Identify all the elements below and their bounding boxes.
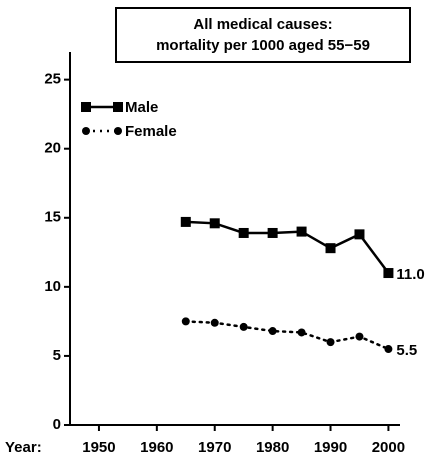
series-line — [184, 320, 390, 351]
point — [384, 345, 393, 354]
point — [238, 227, 249, 238]
point — [326, 338, 335, 347]
title-box — [115, 7, 411, 63]
legend-marker — [113, 102, 123, 112]
y-tick-label: 5 — [53, 347, 61, 364]
point — [181, 317, 190, 326]
y-tick-label: 0 — [53, 416, 61, 433]
point — [383, 268, 394, 279]
data-label: 11.0 — [396, 266, 424, 283]
legend-label: Female — [125, 123, 177, 140]
x-tick-label: 1960 — [140, 439, 173, 456]
x-tick-label: 2000 — [372, 439, 405, 456]
point — [239, 322, 248, 331]
legend-marker — [114, 127, 122, 135]
legend-marker — [81, 102, 91, 112]
x-tick-label: 1990 — [314, 439, 347, 456]
point — [267, 227, 278, 238]
chart-title: All medical causes: — [193, 16, 332, 33]
point — [180, 216, 191, 227]
point — [297, 328, 306, 337]
y-tick-label: 20 — [44, 140, 61, 157]
point — [355, 332, 364, 341]
data-label: 5.5 — [396, 342, 417, 359]
legend-marker — [82, 127, 90, 135]
x-tick-label: 1970 — [198, 439, 231, 456]
point — [210, 318, 219, 327]
y-tick-label: 15 — [44, 209, 61, 226]
point — [209, 218, 220, 229]
chart-title: mortality per 1000 aged 55−59 — [156, 37, 370, 54]
point — [325, 243, 336, 254]
x-axis-label: Year: — [5, 439, 42, 456]
y-tick-label: 10 — [44, 278, 61, 295]
y-tick-label: 25 — [44, 71, 61, 88]
point — [354, 229, 365, 240]
x-tick-label: 1950 — [82, 439, 115, 456]
legend-label: Male — [125, 99, 158, 116]
point — [268, 327, 277, 336]
point — [296, 226, 307, 237]
x-tick-label: 1980 — [256, 439, 289, 456]
